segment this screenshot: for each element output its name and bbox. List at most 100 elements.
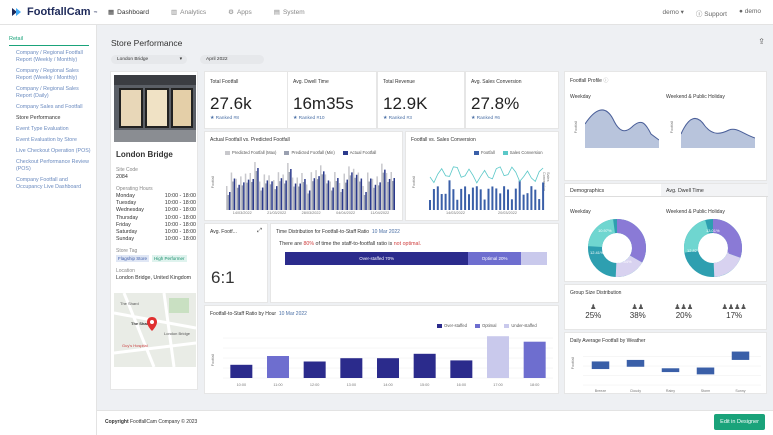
actual-bar [233,178,236,210]
store-select[interactable]: London Bridge ▾ [111,55,187,64]
actual-bar [304,178,306,210]
actual-bar [294,183,297,210]
user-dropdown[interactable]: demo ▾ [663,8,684,18]
kpi-avg-dwell-time: Avg. Dwell Time 16m35s ★ Ranked #10 [287,71,377,129]
predicted-min-bar [241,185,244,210]
predicted-min-bar [227,195,229,210]
nav-apps[interactable]: ⚙ Apps [228,8,252,17]
x-tick: 15:00 [420,383,430,387]
group-size-value: 20% [675,311,692,320]
footfall-profile-card: Footfall Profile ⓘ Weekday Weekend & Pub… [564,71,767,181]
y-axis-label: Footfall [670,120,675,134]
hours-day: Sunday [116,236,134,243]
predicted-max-bar [320,165,322,210]
sidebar-item-active[interactable]: Store Performance [16,115,61,121]
predicted-min-bar [298,186,300,210]
store-map[interactable]: The Shard London Bridge Guy's Hospital T… [114,293,196,367]
sidebar-item[interactable]: Live Checkout Operation (POS) [16,148,91,154]
actual-bar [332,187,334,210]
kpi-rank: ★ Ranked #3 [383,116,412,121]
sidebar-section-label: Retail [9,36,24,42]
footfall-vs-conversion-chart [429,166,545,210]
footfall-bar [444,193,447,210]
kpi-rank: ★ Ranked #6 [471,116,500,121]
sidebar-item[interactable]: Event Type Evaluation [16,126,69,132]
map-label: The Shard [131,321,151,326]
ratio-value: 6:1 [211,268,235,287]
predicted-max-bar [254,162,256,210]
sidebar-list: Company / Regional Footfall Report (Week… [16,50,96,191]
hour-bar [413,353,436,378]
footfall-bar [436,186,439,210]
card-title-text: Footfall Profile [570,78,602,84]
card-title-text: Time Distribution for Footfall-to-Staff … [276,229,370,235]
hours-time: 10:00 - 18:00 [164,214,196,221]
hour-bar [523,341,546,378]
footfall-bar [542,182,545,210]
location-label: Location [116,268,135,274]
x-tick: 14/03/2022 [446,211,466,215]
sidebar-section-retail[interactable]: Retail [9,36,89,46]
sidebar-item[interactable]: Company / Regional Sales Report (Daily) [16,86,79,99]
star-icon: ★ [210,116,215,121]
tab-avg-dwell-time[interactable]: Avg. Dwell Time [661,184,768,197]
predicted-min-bar [387,181,389,210]
chart-legend: Footfall Sales Conversion [474,150,543,155]
predicted-max-bar [291,177,294,210]
predicted-max-bar [258,181,261,210]
legend-swatch [284,150,290,155]
main-nav: ▦ Dashboard ▥ Analytics ⚙ Apps ▤ System [108,8,305,17]
avg-ratio-card: Avg. Footf... ⤢ 6:1 [204,223,268,303]
logo[interactable]: FootfallCam ™ [12,6,98,18]
account-link[interactable]: ● demo [739,8,761,18]
footfall-bar [440,194,443,210]
sidebar-item[interactable]: Company / Regional Sales Report (Weekly … [16,68,79,81]
store-card: London Bridge Site Code 2084 Operating H… [110,71,198,390]
legend-item: Actual Footfall [342,150,376,155]
edit-in-designer-button[interactable]: Edit in Designer [714,414,765,430]
actual-bar [261,187,264,210]
actual-bar [285,180,287,210]
predicted-min-bar [236,187,239,210]
hour-bar [340,358,363,378]
predicted-max-bar [263,174,266,210]
predicted-min-bar [392,181,394,210]
map-pin-icon [147,317,157,331]
predicted-min-bar [359,181,361,210]
info-icon[interactable]: ⓘ [603,78,609,84]
sidebar-item[interactable]: Company Sales and Footfall [16,104,83,110]
hour-bar [377,358,399,378]
sidebar-item[interactable]: Company / Regional Footfall Report (Week… [16,50,83,63]
nav-dashboard[interactable]: ▦ Dashboard [108,8,149,17]
hours-row: Thursday 10:00 - 18:00 [116,215,196,222]
support-link[interactable]: ⓘ Support [696,8,727,18]
hours-day: Tuesday [116,200,137,207]
actual-bar [355,174,358,210]
actual-bar [323,171,325,210]
nav-system[interactable]: ▤ System [274,8,305,17]
predicted-max-bar [329,181,331,210]
hourly-ratio-card: Footfall-to-Staff Ratio by Hour 10 Mar 2… [204,305,559,394]
x-tick: 12:00 [310,383,320,387]
footfall-bar [487,188,490,210]
tab-demographics[interactable]: Demographics [565,184,661,197]
predicted-min-bar [269,184,272,210]
nav-analytics-label: Analytics [180,8,207,16]
sidebar-item[interactable]: Event Evaluation by Store [16,137,77,143]
conversion-line [429,166,544,184]
sidebar-item[interactable]: Checkout Performance Review (POS) [16,159,90,172]
kpi-label: Avg. Dwell Time [293,79,329,85]
share-icon[interactable]: ⇪ [758,37,765,46]
hours-time: 10:00 - 18:00 [164,207,196,214]
nav-analytics[interactable]: ▥ Analytics [171,8,207,17]
hours-time: 10:00 - 18:00 [164,200,196,207]
map-label: The Shard [120,301,139,306]
expand-icon[interactable]: ⤢ [257,228,262,234]
period-select[interactable]: April 2022 [200,55,264,64]
predicted-max-bar [277,172,280,210]
predicted-max-bar [315,170,317,210]
logo-text: FootfallCam [27,6,91,18]
sidebar-item[interactable]: Company Footfall and Occupancy Live Dash… [16,177,82,190]
hours-day: Saturday [116,229,138,236]
legend-label: Over-staffed [444,323,467,328]
